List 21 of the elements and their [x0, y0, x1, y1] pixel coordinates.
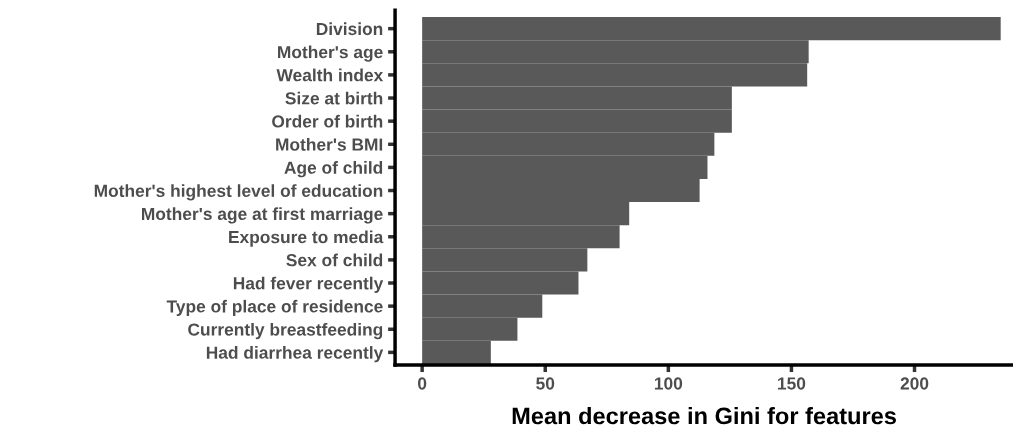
y-tick-label: Division	[316, 22, 383, 36]
x-tick-label: 50	[536, 377, 555, 390]
y-tick-label: Mother's BMI	[276, 137, 383, 151]
y-tick-label: Age of child	[284, 161, 383, 178]
x-axis-title: Mean decrease in Gini for features	[512, 406, 896, 425]
y-tick-label: Mother's age at first marriage	[142, 207, 383, 224]
y-tick-label: Currently breastfeeding	[188, 322, 383, 340]
y-tick-label: Mother's highest level of education	[94, 184, 383, 201]
x-tick-label: 150	[778, 377, 806, 390]
x-tick-label: 200	[900, 377, 929, 390]
y-tick-label: Had diarrhea recently	[206, 346, 384, 363]
y-tick-label: Mother's age	[278, 45, 383, 62]
y-tick-label: Type of place of residence	[166, 299, 383, 317]
x-tick-label: 100	[654, 377, 683, 390]
y-tick-label: Wealth index	[276, 68, 384, 82]
y-tick-label: Size at birth	[285, 91, 383, 105]
y-tick-label: Order of birth	[272, 114, 383, 128]
x-tick-label: 0	[418, 377, 427, 390]
y-tick-label: Had fever recently	[233, 276, 384, 293]
y-tick-label: Sex of child	[286, 253, 383, 267]
y-tick-label: Exposure to media	[229, 230, 384, 247]
